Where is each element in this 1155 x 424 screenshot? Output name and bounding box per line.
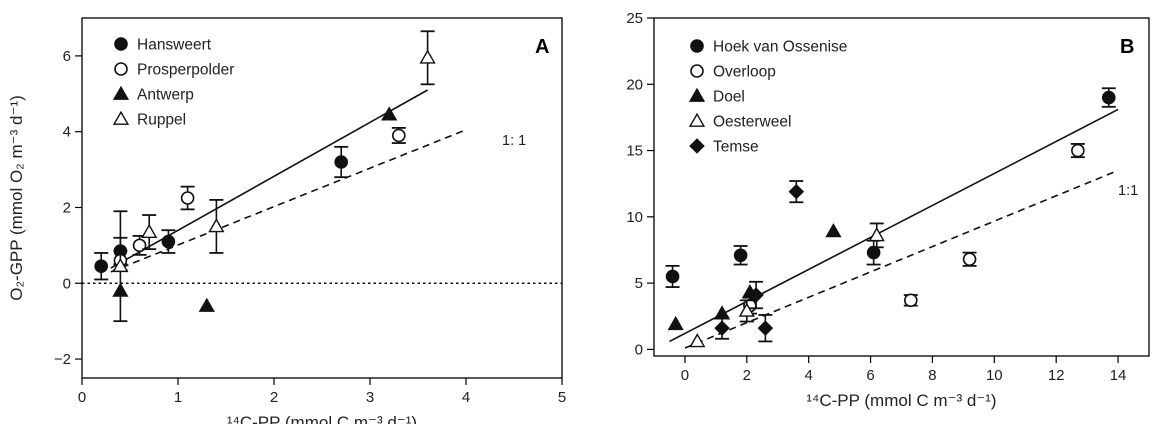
one-to-one-line	[110, 129, 467, 273]
legend-label: Overloop	[713, 64, 776, 81]
y-tick-label: 5	[635, 275, 643, 292]
data-point	[94, 259, 108, 274]
legend-label: Antwerp	[137, 87, 194, 104]
x-tick-label: 5	[558, 389, 566, 406]
x-tick-label: 0	[78, 389, 86, 406]
x-tick-label: 6	[866, 367, 874, 384]
series-temse	[714, 180, 805, 343]
data-point	[419, 49, 436, 64]
legend-marker	[688, 112, 706, 127]
x-tick-label: 0	[681, 367, 689, 384]
series-hansweert	[94, 145, 349, 281]
panel-letter: B	[1120, 36, 1134, 58]
data-point	[866, 245, 881, 260]
data-point	[689, 333, 706, 348]
legend-label: Temse	[713, 139, 759, 156]
data-point	[381, 106, 398, 121]
legend: Hoek van Ossenise Overloop Doel Oesterweel T…	[688, 39, 847, 156]
data-point	[1101, 90, 1116, 105]
x-axis-title: ¹⁴C-PP (mmol C m⁻³ d⁻¹)	[227, 413, 417, 424]
data-point	[1071, 143, 1085, 158]
y-tick-label: 6	[63, 48, 71, 65]
one-to-one-label: 1: 1	[502, 133, 526, 149]
legend-label: Prosperpolder	[137, 62, 234, 79]
data-point	[667, 315, 684, 331]
x-tick-label: 2	[270, 389, 278, 406]
series-prosperpolder	[113, 126, 406, 271]
panel-a: 0 1 2 3 4 5 −2 0 2 4 6 ¹⁴C-PP (mmol C m⁻³ d⁻¹) O₂-GP…	[7, 17, 566, 424]
series-overloop	[742, 143, 1085, 315]
series-hoek-van-ossenise	[665, 87, 1116, 288]
legend-marker	[112, 85, 130, 100]
legend-label: Hoek van Ossenise	[713, 39, 847, 56]
y-tick-label: −2	[54, 351, 71, 368]
x-tick-label: 14	[1110, 367, 1127, 384]
data-point	[665, 269, 680, 284]
x-tick-label: 1	[174, 389, 182, 406]
x-tick-label: 4	[805, 367, 813, 384]
data-point	[208, 218, 225, 233]
x-tick-label: 8	[928, 367, 936, 384]
x-tick-label: 10	[986, 367, 1003, 384]
data-point	[141, 223, 158, 238]
data-point	[868, 227, 885, 242]
x-axis-title: ¹⁴C-PP (mmol C m⁻³ d⁻¹)	[806, 391, 996, 410]
x-tick-label: 2	[743, 367, 751, 384]
legend-label: Hansweert	[137, 37, 212, 54]
data-point	[738, 302, 755, 317]
data-point	[198, 297, 215, 312]
data-point	[788, 183, 805, 200]
y-axis-title: O₂-GPP (mmol O₂ m⁻³ d⁻¹)	[7, 95, 26, 301]
y-tick-label: 25	[626, 10, 643, 27]
y-tick-label: 10	[626, 209, 643, 226]
legend-marker	[689, 138, 705, 154]
data-point	[748, 287, 764, 303]
x-tick-label: 4	[462, 389, 470, 406]
plot-frame	[653, 17, 1150, 357]
series-antwerp	[112, 106, 398, 312]
legend-marker	[688, 87, 706, 102]
legend-marker	[114, 37, 128, 51]
legend-label: Ruppel	[137, 112, 186, 129]
panel-b: 0 2 4 6 8 10 12 14 0 5 10 15 20 25 ¹⁴C-PP (mmol C m⁻³ …	[626, 10, 1150, 410]
series-oesterweel	[689, 222, 885, 348]
data-point	[161, 234, 176, 249]
x-tick-label: 3	[366, 389, 374, 406]
legend-marker	[112, 110, 130, 125]
data-point	[112, 257, 129, 273]
legend-label: Doel	[713, 89, 745, 106]
x-tick-label: 12	[1048, 367, 1065, 384]
legend: Hansweert Prosperpolder Antwerp Ruppel	[112, 37, 234, 129]
data-point	[757, 320, 774, 336]
y-tick-label: 4	[63, 124, 71, 141]
one-to-one-line	[684, 169, 1119, 349]
y-tick-label: 0	[635, 341, 643, 358]
series-ruppel	[112, 30, 436, 323]
legend-label: Oesterweel	[713, 114, 791, 131]
legend-marker	[690, 64, 704, 78]
y-tick-label: 2	[63, 199, 71, 216]
data-point	[825, 223, 842, 238]
plot-frame	[81, 17, 563, 379]
one-to-one-label: 1:1	[1118, 183, 1138, 199]
data-point	[334, 155, 349, 169]
legend-marker	[114, 62, 128, 76]
data-point	[733, 248, 748, 263]
data-point	[391, 128, 406, 143]
data-point	[962, 252, 977, 267]
panel-letter: A	[535, 36, 549, 58]
data-point	[903, 293, 918, 308]
data-point	[180, 191, 195, 205]
y-tick-label: 0	[63, 275, 71, 292]
legend-marker	[690, 39, 704, 53]
y-tick-label: 15	[626, 143, 643, 160]
data-point	[714, 320, 730, 336]
y-tick-label: 20	[626, 76, 643, 93]
